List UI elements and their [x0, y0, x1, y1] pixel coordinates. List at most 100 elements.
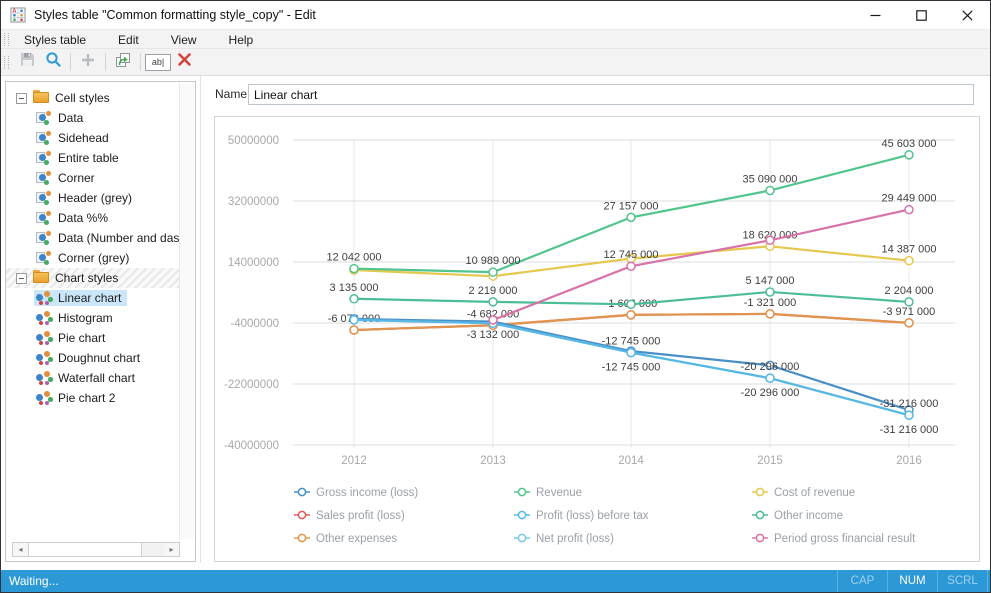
chart-style-icon	[36, 291, 53, 305]
collapse-icon[interactable]	[16, 272, 27, 284]
svg-text:Sales profit (loss): Sales profit (loss)	[316, 510, 405, 522]
chart-preview-panel: 50000000 32000000 14000000 -4000000 -2200000…	[214, 116, 980, 562]
toolbar-separator	[105, 53, 106, 71]
add-style-button[interactable]	[75, 50, 101, 74]
tree-item-waterfall-chart[interactable]: Waterfall chart	[6, 368, 179, 388]
chart-style-icon	[36, 351, 53, 365]
cell-style-icon	[36, 211, 53, 225]
delete-x-icon	[177, 52, 192, 72]
close-button[interactable]	[944, 1, 990, 29]
toolbar-separator	[140, 53, 141, 71]
tree-item-doughnut-chart[interactable]: Doughnut chart	[6, 348, 179, 368]
linear-chart-preview: 50000000 32000000 14000000 -4000000 -2200000…	[224, 135, 955, 545]
svg-text:Cost of revenue: Cost of revenue	[774, 487, 855, 499]
menu-help[interactable]: Help	[228, 32, 254, 47]
tree-item-data[interactable]: Data	[6, 108, 179, 128]
menu-gripper	[4, 33, 9, 46]
legend-item-cost-of-revenue: Cost of revenue	[752, 487, 855, 499]
tree-item-label: Corner (grey)	[58, 251, 130, 265]
tree-item-label: Pie chart 2	[58, 391, 116, 405]
menu-styles-table[interactable]: Styles table	[24, 32, 87, 47]
legend-item-profit-loss-before-tax: Profit (loss) before tax	[514, 510, 649, 522]
duplicate-icon	[114, 51, 132, 74]
cell-style-icon	[36, 131, 53, 145]
svg-text:-20 296 000: -20 296 000	[741, 361, 800, 373]
legend-item-period-gross-financial-result: Period gross financial result	[752, 533, 916, 545]
svg-text:Net profit (loss): Net profit (loss)	[536, 533, 614, 545]
legend-item-other-expenses: Other expenses	[294, 533, 397, 545]
scroll-left-arrow-icon[interactable]: ◂	[13, 543, 28, 556]
search-button[interactable]	[40, 50, 66, 74]
svg-text:-4 682 000: -4 682 000	[467, 308, 520, 320]
duplicate-style-button[interactable]	[110, 50, 136, 74]
scroll-thumb[interactable]	[28, 543, 142, 556]
tree-item-label: Data	[58, 111, 84, 125]
collapse-icon[interactable]	[16, 92, 27, 104]
tree-horizontal-scrollbar[interactable]: ◂ ▸	[12, 542, 180, 557]
svg-text:A: A	[12, 9, 16, 15]
tree-group-cell-styles[interactable]: Cell styles	[6, 88, 179, 108]
save-button[interactable]	[14, 50, 40, 74]
delete-style-button[interactable]	[171, 50, 197, 74]
chart-style-icon	[36, 371, 53, 385]
svg-text:2016: 2016	[896, 455, 922, 467]
scroll-track[interactable]	[142, 543, 164, 556]
status-indicator-scrl: SCRL	[937, 570, 988, 592]
search-icon	[45, 51, 62, 73]
tree-item-header-grey[interactable]: Header (grey)	[6, 188, 179, 208]
svg-text:-12 745 000: -12 745 000	[602, 336, 661, 348]
svg-text:-40000000: -40000000	[224, 440, 279, 452]
scroll-right-arrow-icon[interactable]: ▸	[164, 543, 179, 556]
window-title: Styles table "Common formatting style_co…	[34, 8, 316, 22]
svg-text:2015: 2015	[757, 455, 783, 467]
maximize-button[interactable]	[898, 1, 944, 29]
tree-item-label: Sidehead	[58, 131, 109, 145]
svg-text:Gross income (loss): Gross income (loss)	[316, 487, 418, 499]
minimize-button[interactable]	[852, 1, 898, 29]
tree-item-label: Entire table	[58, 151, 119, 165]
rename-style-button[interactable]: ab|	[145, 50, 171, 74]
legend-item-net-profit-loss: Net profit (loss)	[514, 533, 614, 545]
tree-item-pie-chart-2[interactable]: Pie chart 2	[6, 388, 179, 408]
cell-style-icon	[36, 111, 53, 125]
tree-item-label: Header (grey)	[58, 191, 133, 205]
plus-icon	[80, 52, 96, 73]
legend-item-gross-income-loss: Gross income (loss)	[294, 487, 418, 499]
rename-icon: ab|	[145, 53, 171, 71]
status-message: Waiting...	[9, 574, 59, 588]
svg-text:Revenue: Revenue	[536, 487, 582, 499]
svg-text:12 042 000: 12 042 000	[326, 252, 381, 264]
tree-item-entire-table[interactable]: Entire table	[6, 148, 179, 168]
svg-text:-12 745 000: -12 745 000	[602, 362, 661, 374]
tree-item-data-number-and-dash[interactable]: Data (Number and dash	[6, 228, 179, 248]
tree-item-linear-chart[interactable]: Linear chart	[6, 288, 179, 308]
tree-item-sidehead[interactable]: Sidehead	[6, 128, 179, 148]
svg-text:29 449 000: 29 449 000	[881, 193, 936, 205]
chart-style-icon	[36, 311, 53, 325]
tree-item-data[interactable]: Data %%	[6, 208, 179, 228]
style-name-input[interactable]	[248, 84, 974, 105]
svg-text:Other expenses: Other expenses	[316, 533, 397, 545]
tree-vertical-scrollbar[interactable]	[179, 83, 194, 539]
tree-item-label: Waterfall chart	[58, 371, 135, 385]
tree-group-chart-styles[interactable]: Chart styles	[6, 268, 179, 288]
svg-text:-1 321 000: -1 321 000	[744, 297, 797, 309]
tree-item-corner-grey[interactable]: Corner (grey)	[6, 248, 179, 268]
svg-text:32000000: 32000000	[228, 196, 279, 208]
styles-tree-panel: Cell styles Data Sidehead Entire table Corne…	[5, 81, 196, 562]
menu-edit[interactable]: Edit	[118, 32, 139, 47]
tree-item-pie-chart[interactable]: Pie chart	[6, 328, 179, 348]
tree-item-corner[interactable]: Corner	[6, 168, 179, 188]
svg-text:2012: 2012	[341, 455, 367, 467]
folder-icon	[33, 90, 49, 104]
cell-style-icon	[36, 231, 53, 245]
svg-text:5 147 000: 5 147 000	[746, 275, 795, 287]
toolbar-separator	[70, 53, 71, 71]
svg-text:Profit (loss) before tax: Profit (loss) before tax	[536, 510, 649, 522]
menu-view[interactable]: View	[170, 32, 197, 47]
legend-item-other-income: Other income	[752, 510, 843, 522]
tree-item-histogram[interactable]: Histogram	[6, 308, 179, 328]
svg-text:27 157 000: 27 157 000	[603, 200, 658, 212]
menu-bar: Styles table Edit View Help	[1, 29, 990, 49]
